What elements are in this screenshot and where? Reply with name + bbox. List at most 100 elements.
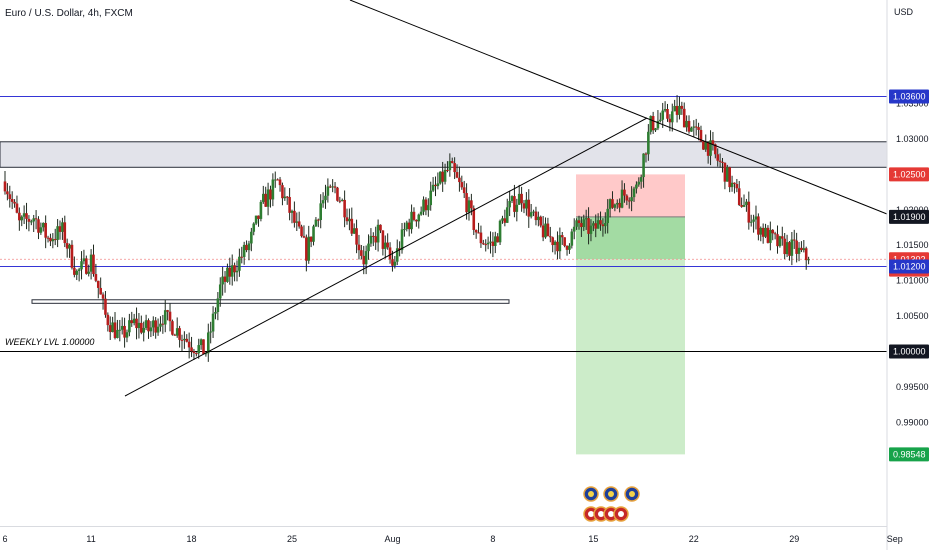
candle-body (792, 239, 796, 241)
candle-body (505, 207, 509, 223)
candle-body (455, 172, 459, 178)
candle-body (651, 116, 655, 131)
resistance-zone (0, 141, 888, 168)
candle-body (297, 221, 301, 227)
candle-body (558, 235, 562, 252)
candle-body (613, 204, 617, 208)
candle-body (568, 245, 571, 250)
candle-body (649, 116, 653, 132)
candle-body (438, 171, 442, 184)
candle-body (276, 179, 279, 181)
candle-body (209, 331, 212, 333)
candle-body (73, 267, 76, 275)
candle-body (714, 144, 717, 155)
candle-body (747, 201, 751, 223)
candle-body (443, 169, 447, 182)
price-axis[interactable]: 1.03500 1.03000 1.02500 1.02000 1.01500 1.010… (889, 89, 929, 462)
candle-body (331, 186, 334, 188)
candle-body (391, 259, 394, 266)
candle-body (364, 251, 368, 265)
candle-body (290, 210, 294, 213)
candle-body (147, 320, 150, 332)
candle-body (293, 210, 296, 223)
stop-loss-zone (576, 174, 685, 217)
candle-body (733, 182, 736, 184)
flag-eu-icon[interactable] (624, 486, 640, 502)
candle-body (283, 196, 287, 199)
candle-body (89, 254, 93, 272)
candle-body (797, 247, 801, 254)
candle-body (383, 242, 387, 249)
candle-body (223, 276, 227, 282)
candle-body (618, 202, 621, 208)
candle-body (740, 204, 743, 207)
candle-body (278, 179, 282, 186)
currency-label: USD (894, 7, 914, 17)
candle-body (718, 160, 722, 162)
candle-body (185, 338, 189, 342)
candle-body (357, 244, 361, 251)
candle-body (101, 294, 105, 299)
candle-body (135, 318, 138, 329)
candle-body (771, 229, 775, 234)
candle-body (484, 244, 488, 246)
time-axis[interactable]: 6111825Aug8152229Sep6 (2, 534, 932, 544)
candle-body (379, 224, 382, 231)
candle-body (324, 195, 327, 201)
candle-body (534, 211, 538, 221)
candle-body (367, 243, 370, 252)
candle-body (635, 184, 638, 189)
candle-body (656, 121, 660, 129)
candle-body (479, 232, 483, 244)
candle-body (749, 221, 753, 223)
take-profit-zone (576, 259, 685, 455)
candle-body (336, 187, 339, 201)
candle-body (132, 318, 136, 324)
candle-body (704, 142, 708, 150)
candle-body (13, 201, 16, 204)
flag-eu-icon[interactable] (603, 486, 619, 502)
candle-body (123, 325, 126, 338)
candle-body (352, 228, 356, 234)
candle-body (80, 261, 83, 270)
candle-body (149, 327, 153, 332)
candle-body (18, 212, 21, 221)
candle-body (680, 105, 684, 109)
candle-body (233, 265, 236, 273)
candle-body (262, 193, 265, 202)
candle-body (630, 197, 633, 202)
candle-body (795, 240, 798, 254)
candle-body (34, 218, 38, 220)
candle-body (537, 216, 540, 221)
candle-body (594, 223, 598, 229)
candle-body (783, 238, 786, 255)
candle-body (27, 218, 31, 222)
candle-body (56, 226, 59, 240)
candle-body (395, 248, 399, 262)
candle-body (474, 229, 478, 233)
candle-body (295, 221, 299, 223)
candle-body (87, 271, 91, 274)
candle-body (362, 255, 366, 265)
candle-body (517, 193, 521, 205)
time-tick-label: 15 (588, 534, 598, 544)
candle-body (764, 227, 767, 237)
flag-us-icon[interactable] (613, 506, 629, 522)
candle-body (417, 214, 421, 222)
candle-body (477, 232, 480, 234)
candle-body (116, 330, 119, 338)
candle-body (711, 140, 715, 145)
candle-body (70, 244, 74, 268)
candle-body (580, 223, 583, 228)
candle-body (37, 219, 40, 233)
candle-body (424, 199, 428, 211)
candle-body (195, 353, 198, 355)
candle-body (326, 186, 330, 196)
candle-body (508, 200, 511, 208)
candle-body (20, 216, 24, 221)
candle-body (25, 213, 28, 219)
flag-eu-icon[interactable] (583, 486, 599, 502)
candle-body (721, 161, 724, 163)
candle-body (82, 258, 86, 262)
